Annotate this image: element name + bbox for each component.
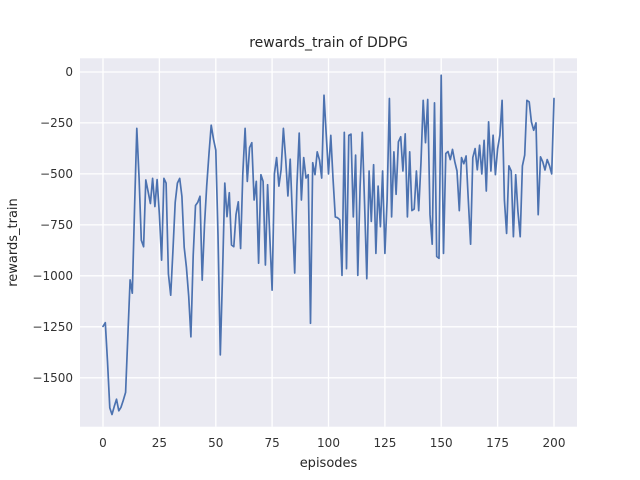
chart-title: rewards_train of DDPG	[249, 35, 408, 51]
y-tick-label: −1000	[32, 269, 73, 283]
x-tick-label: 150	[430, 436, 453, 450]
reward-line-series	[102, 74, 555, 416]
x-axis-label: episodes	[300, 456, 358, 471]
y-tick-label: 0	[65, 65, 73, 79]
tick-layer: 0 25 50 75 100 125 150 175 200 0 −250 −500 −750 −1000…	[32, 65, 565, 450]
y-tick-label: −500	[40, 167, 73, 181]
y-axis-label: rewards_train	[6, 198, 21, 287]
x-tick-label: 75	[264, 436, 279, 450]
y-tick-label: −1250	[32, 320, 73, 334]
x-tick-label: 100	[317, 436, 340, 450]
x-tick-label: 175	[486, 436, 509, 450]
x-tick-label: 50	[208, 436, 223, 450]
x-tick-label: 0	[99, 436, 107, 450]
x-tick-label: 200	[543, 436, 566, 450]
y-tick-label: −750	[40, 218, 73, 232]
series-layer	[102, 74, 555, 416]
y-tick-label: −250	[40, 116, 73, 130]
y-tick-label: −1500	[32, 371, 73, 385]
x-tick-label: 125	[373, 436, 396, 450]
x-tick-label: 25	[152, 436, 167, 450]
